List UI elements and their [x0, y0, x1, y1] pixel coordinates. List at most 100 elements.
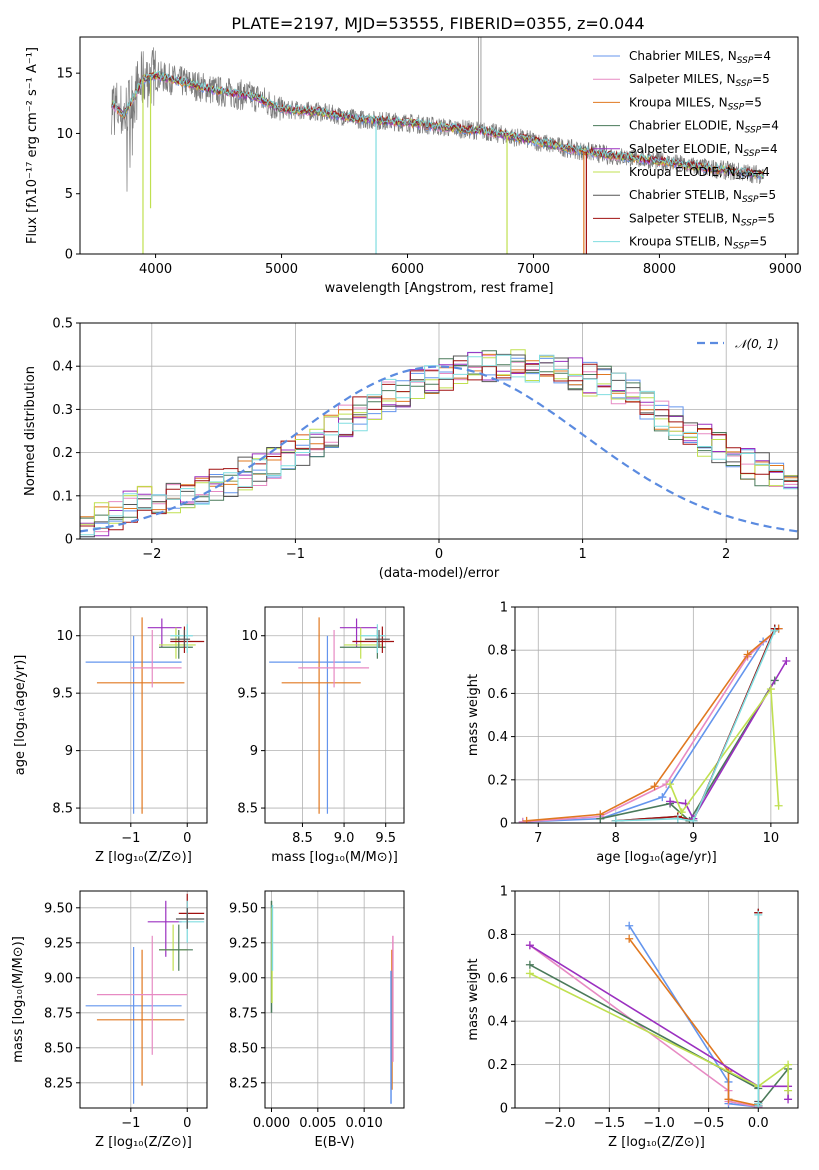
spectrum-title: PLATE=2197, MJD=53555, FIBERID=0355, z=0…	[231, 14, 644, 33]
massweight_vs_age-ytick-label: 0.4	[487, 730, 508, 745]
residuals-ylabel: Normed distribution	[23, 366, 38, 496]
spectrum-ytick-label: 5	[65, 187, 73, 202]
mass_vs_Z-ytick-label: 8.50	[44, 1041, 73, 1056]
mass-weight-point	[677, 808, 686, 817]
mass_vs_Z-ytick-label: 9.50	[44, 901, 73, 916]
legend-entry: Salpeter MILES, NSSP=5	[629, 72, 770, 89]
mass-weight-point	[525, 941, 534, 950]
spectrum-plot-area	[111, 37, 765, 254]
mass_vs_ebv-panel: 0.000 0.005 0.010 8.25 8.50 8.75 9.00 9.25 9.50 E…	[229, 890, 405, 1150]
age_vs_mass-xlabel: mass [log₁₀(M/M⊙)]	[271, 850, 398, 865]
model-spectrum-line	[111, 70, 765, 178]
residuals-ytick-label: 0.1	[52, 489, 73, 504]
massweight_vs_Z-plot-area	[515, 891, 798, 1108]
massweight_vs_Z-xtick-label: −2.0	[544, 1116, 576, 1131]
residuals-xlabel: (data-model)/error	[379, 566, 500, 581]
mass-weight-point	[518, 817, 527, 823]
age_vs_Z-xtick-label: −1	[121, 831, 140, 846]
mass-weight-point	[525, 969, 534, 978]
mass_vs_ebv-ytick-label: 8.75	[229, 1006, 258, 1021]
massweight_vs_age-ytick-label: 0.2	[487, 773, 508, 788]
spectrum-xtick-label: 5000	[265, 262, 298, 277]
mass-weight-point	[673, 814, 682, 823]
massweight_vs_Z-xtick-label: −0.5	[693, 1116, 725, 1131]
age_vs_mass-xtick-label: 8.5	[292, 831, 313, 846]
massweight_vs_age-panel: 7 8 9 10 0 0.2 0.4 0.6 0.8 1 age [log₁₀(age/yr)] ma…	[466, 601, 799, 865]
massweight_vs_age-plot-area	[515, 607, 798, 823]
age_vs_mass-ytick-label: 9	[250, 744, 258, 759]
spectrum-xlabel: wavelength [Angstrom, rest frame]	[325, 281, 554, 296]
massweight_vs_Z-ytick-label: 0	[500, 1102, 508, 1117]
mass-weight-line	[628, 938, 759, 1107]
mass_vs_ebv-ytick-label: 9.25	[229, 936, 258, 951]
massweight_vs_age-xtick-label: 10	[763, 831, 780, 846]
mass_vs_Z-ytick-label: 9.25	[44, 936, 73, 951]
mass-weight-point	[766, 685, 775, 694]
residuals-plot-area	[80, 323, 798, 539]
spectrum-ytick-label: 10	[56, 127, 73, 142]
mass-weight-line	[615, 628, 776, 822]
mass-weight-point	[611, 816, 620, 823]
residuals-ytick-label: 0.5	[52, 317, 73, 332]
massweight_vs_age-ytick-label: 0.6	[487, 687, 508, 702]
mass-weight-line	[529, 972, 789, 1091]
age_vs_mass-ytick-label: 10	[241, 629, 258, 644]
mass-weight-point	[784, 1060, 793, 1069]
spectrum-ylabel: Flux [fλ10⁻¹⁷ erg cm⁻² s⁻¹ A⁻¹]	[25, 47, 40, 244]
mass-weight-point	[650, 782, 659, 791]
massweight_vs_Z-ytick-label: 0.8	[487, 928, 508, 943]
mass-weight-line	[628, 925, 759, 1108]
mass_vs_ebv-frame	[264, 890, 405, 1109]
residuals-frame	[79, 322, 799, 540]
age_vs_Z-ytick-label: 9.5	[52, 687, 73, 702]
massweight_vs_Z-ytick-label: 0.4	[487, 1015, 508, 1030]
mass_vs_ebv-ytick-label: 8.25	[229, 1076, 258, 1091]
legend-entry: Chabrier ELODIE, NSSP=4	[629, 119, 779, 136]
massweight_vs_Z-ytick-label: 0.2	[487, 1058, 508, 1073]
residuals-ytick-label: 0	[65, 533, 73, 548]
residuals-xtick-label: −2	[142, 547, 161, 562]
spectrum-panel: 4000 5000 6000 7000 8000 9000 0 5 10 15 wavelength…	[25, 36, 802, 296]
age_vs_Z-xlabel: Z [log₁₀(Z/Z⊙)]	[95, 850, 192, 865]
age_vs_Z-ytick-label: 9	[65, 744, 73, 759]
massweight_vs_Z-ylabel: mass weight	[466, 958, 481, 1040]
mass-weight-line	[526, 627, 780, 822]
massweight_vs_Z-xtick-label: −1.5	[594, 1116, 626, 1131]
residual-histogram-step	[80, 355, 798, 533]
massweight_vs_age-frame	[514, 606, 799, 824]
massweight_vs_Z-xtick-label: −1.0	[643, 1116, 675, 1131]
massweight_vs_Z-frame	[514, 890, 799, 1109]
massweight_vs_age-xtick-label: 9	[689, 831, 697, 846]
age_vs_mass-xtick-label: 9.5	[375, 831, 396, 846]
mass-weight-point	[525, 960, 534, 969]
mass_vs_Z-frame	[79, 890, 208, 1109]
massweight_vs_age-xtick-label: 8	[612, 831, 620, 846]
legend-entry: Salpeter ELODIE, NSSP=4	[629, 142, 778, 159]
legend-entry: Kroupa MILES, NSSP=5	[629, 95, 762, 112]
mass-weight-line	[522, 627, 780, 823]
legend-entry: Kroupa STELIB, NSSP=5	[629, 235, 767, 252]
mass_vs_Z-ylabel: mass [log₁₀(M/M⊙)]	[11, 936, 26, 1063]
massweight_vs_Z-panel: −2.0 −1.5 −1.0 −0.5 0.0 0 0.2 0.4 0.6 0.8 1 Z [log₁…	[466, 885, 799, 1150]
mass-weight-point	[689, 816, 698, 823]
residuals-xtick-label: 1	[578, 547, 586, 562]
mass-weight-point	[625, 921, 634, 930]
mass_vs_ebv-xlabel: E(B-V)	[314, 1135, 354, 1150]
mass-weight-point	[754, 910, 763, 919]
spectrum-xtick-label: 8000	[643, 262, 676, 277]
mass-weight-point	[770, 626, 779, 635]
mass-weight-point	[625, 934, 634, 943]
mass_vs_Z-ytick-label: 8.25	[44, 1076, 73, 1091]
mass-weight-point	[774, 801, 783, 810]
residuals-legend: 𝒩(0, 1)	[697, 337, 779, 351]
residuals-ytick-label: 0.3	[52, 403, 73, 418]
massweight_vs_Z-xtick-label: 0.0	[748, 1116, 769, 1131]
mass-weight-point	[666, 797, 675, 806]
mass-weight-point	[754, 1099, 763, 1108]
mass-weight-point	[724, 1095, 733, 1104]
age_vs_Z-frame	[79, 606, 208, 824]
massweight_vs_Z-ytick-label: 0.6	[487, 971, 508, 986]
mass-weight-point	[784, 1095, 793, 1104]
spectrum-ytick-label: 15	[56, 67, 73, 82]
gaussian-curve	[80, 365, 798, 533]
